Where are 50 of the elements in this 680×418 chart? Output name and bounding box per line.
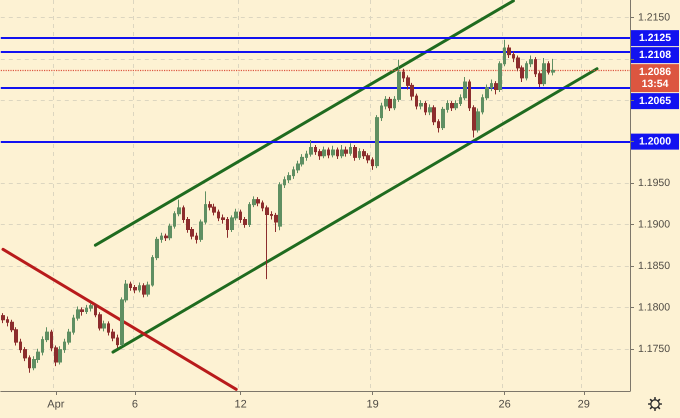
y-tick-label: 1.1750 xyxy=(638,342,670,355)
candlestick xyxy=(89,302,93,312)
candlestick xyxy=(164,233,168,242)
ref-line-label: 1.2125 xyxy=(638,32,672,44)
ref-line-label: 1.2108 xyxy=(638,49,672,62)
candlestick xyxy=(547,60,550,76)
candlestick xyxy=(494,80,498,95)
candlestick xyxy=(336,146,339,160)
candlestick xyxy=(322,146,326,159)
candlestick xyxy=(358,148,361,160)
candlestick xyxy=(428,104,432,116)
x-tick-label: 12 xyxy=(234,398,247,410)
candlestick xyxy=(362,148,366,160)
candlestick xyxy=(256,196,260,207)
x-tick-label: 29 xyxy=(578,398,590,410)
candlestick xyxy=(340,144,344,159)
candlestick xyxy=(133,284,137,294)
candlestick xyxy=(102,320,106,332)
ref-line-label: 1.2065 xyxy=(638,95,672,108)
candlestick xyxy=(349,142,352,156)
candlestick xyxy=(542,57,546,87)
candlestick xyxy=(274,212,278,232)
candlestick xyxy=(1,312,5,324)
candlestick xyxy=(551,58,555,76)
candlestick xyxy=(138,282,141,293)
candlestick xyxy=(327,146,330,159)
candlestick xyxy=(507,44,511,58)
x-tick-label: 26 xyxy=(498,398,511,410)
candlestick xyxy=(353,144,357,162)
candlestick xyxy=(419,100,423,110)
candlestick xyxy=(388,96,392,112)
candlestick xyxy=(309,140,313,158)
candlestick xyxy=(80,306,84,316)
candlestick xyxy=(424,100,427,116)
y-tick-label: 1.2150 xyxy=(638,11,670,24)
x-tick-label: Apr xyxy=(47,398,65,410)
x-tick-label: 6 xyxy=(132,398,138,410)
ref-line-label: 1.2000 xyxy=(638,136,672,148)
candlestick xyxy=(318,148,322,160)
y-tick-label: 1.1900 xyxy=(638,218,670,230)
candlestick xyxy=(331,145,335,158)
candlestick xyxy=(142,282,146,298)
y-tick-label: 1.1950 xyxy=(638,177,670,190)
candlestick xyxy=(450,100,454,112)
candlestick xyxy=(344,146,348,158)
candlestick xyxy=(265,204,269,280)
x-tick-label: 19 xyxy=(366,398,379,410)
y-tick-label: 1.1850 xyxy=(638,260,670,272)
y-tick-label: 1.1800 xyxy=(638,301,670,314)
ref-line-label: 1.2086 13:54 xyxy=(638,66,672,90)
